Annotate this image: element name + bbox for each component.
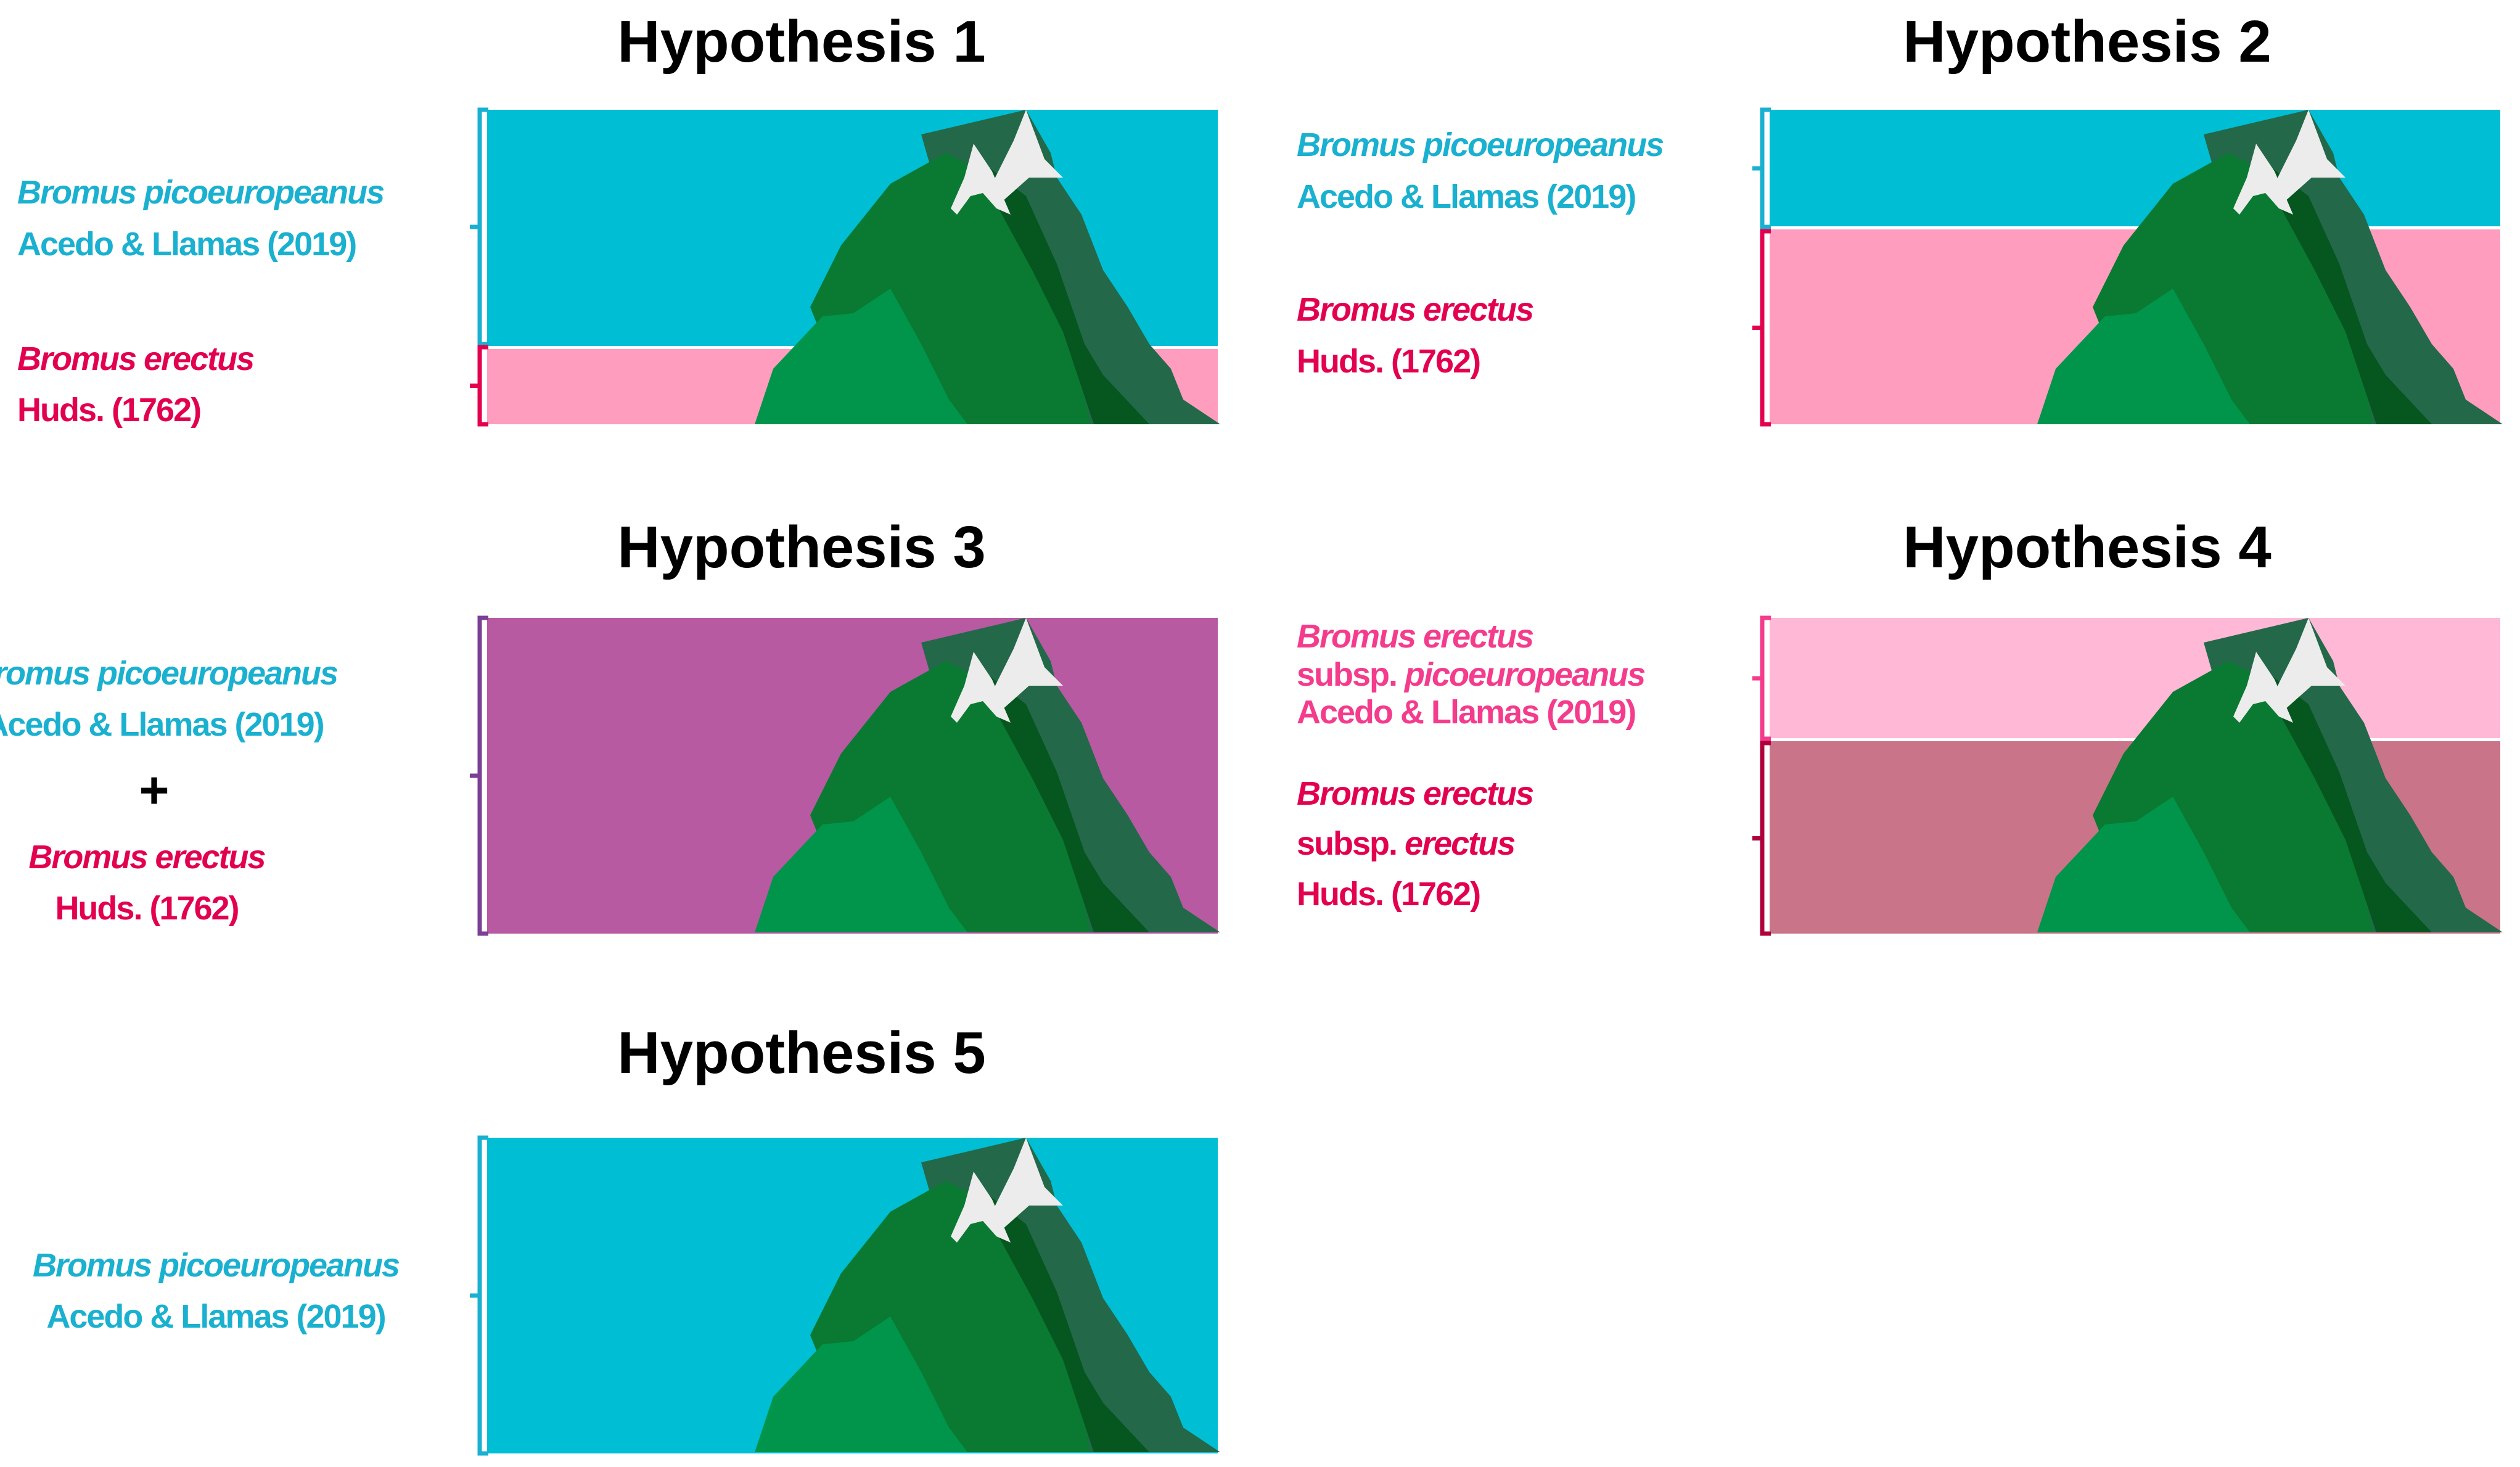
hypothesis-panel: Hypothesis 2 Bromus picoeuropeanus Acedo &… xyxy=(1297,9,2503,427)
taxon-label: Bromus erectus xyxy=(1297,618,1533,655)
taxon-label: subsp. erectus xyxy=(1297,825,1515,862)
hypothesis-panel: Hypothesis 3 Bromus picoeuropeanus Acedo &… xyxy=(0,514,1220,936)
taxon-label: Huds. (1762) xyxy=(1297,343,1480,380)
range-bracket xyxy=(1752,229,1771,427)
taxon-label: Acedo & Llamas (2019) xyxy=(1297,694,1635,731)
range-bracket xyxy=(1752,741,1771,936)
taxon-label: Bromus picoeuropeanus xyxy=(1297,126,1664,163)
range-bracket xyxy=(470,1135,488,1456)
hypothesis-panel: Hypothesis 1 Bromus picoeuropeanus Acedo &… xyxy=(17,9,1220,429)
taxon-label: Bromus picoeuropeanus xyxy=(33,1247,400,1284)
taxon-label: Huds. (1762) xyxy=(1297,876,1480,913)
panel-title: Hypothesis 5 xyxy=(617,1020,986,1086)
mountain-illustration xyxy=(755,110,1220,424)
taxon-label: Huds. (1762) xyxy=(17,392,200,429)
panel-title: Hypothesis 4 xyxy=(1903,514,2272,580)
mountain-illustration xyxy=(755,618,1220,932)
taxon-label: Bromus erectus xyxy=(17,340,254,377)
taxon-label: Acedo & Llamas (2019) xyxy=(1297,178,1635,215)
distribution-band xyxy=(1770,110,2500,226)
mountain-illustration xyxy=(2037,618,2503,932)
distribution-band xyxy=(1770,618,2500,738)
panel-title: Hypothesis 3 xyxy=(617,514,986,580)
taxon-label: Acedo & Llamas (2019) xyxy=(0,706,324,743)
range-bracket xyxy=(470,107,488,347)
plus-sign: + xyxy=(139,761,169,819)
taxon-label: subsp. picoeuropeanus xyxy=(1297,656,1645,693)
taxon-label: Huds. (1762) xyxy=(55,890,238,927)
range-bracket xyxy=(1752,107,1771,229)
taxon-label: Bromus erectus xyxy=(1297,291,1533,328)
range-bracket xyxy=(470,345,488,427)
mountain-illustration xyxy=(2037,110,2503,424)
hypothesis-panel: Hypothesis 5 Bromus picoeuropeanus Acedo &… xyxy=(33,1020,1220,1456)
panel-title: Hypothesis 2 xyxy=(1903,9,2272,75)
panel-title: Hypothesis 1 xyxy=(617,9,986,75)
taxon-label: Bromus erectus xyxy=(28,839,265,876)
taxon-label: Acedo & Llamas (2019) xyxy=(46,1298,385,1335)
mountain-illustration xyxy=(755,1138,1220,1452)
taxon-label: Bromus erectus xyxy=(1297,775,1533,812)
taxon-label: Bromus picoeuropeanus xyxy=(0,655,338,692)
taxon-label: Bromus picoeuropeanus xyxy=(17,174,384,211)
range-bracket xyxy=(470,615,488,936)
taxon-label: Acedo & Llamas (2019) xyxy=(17,226,356,263)
range-bracket xyxy=(1752,615,1771,741)
